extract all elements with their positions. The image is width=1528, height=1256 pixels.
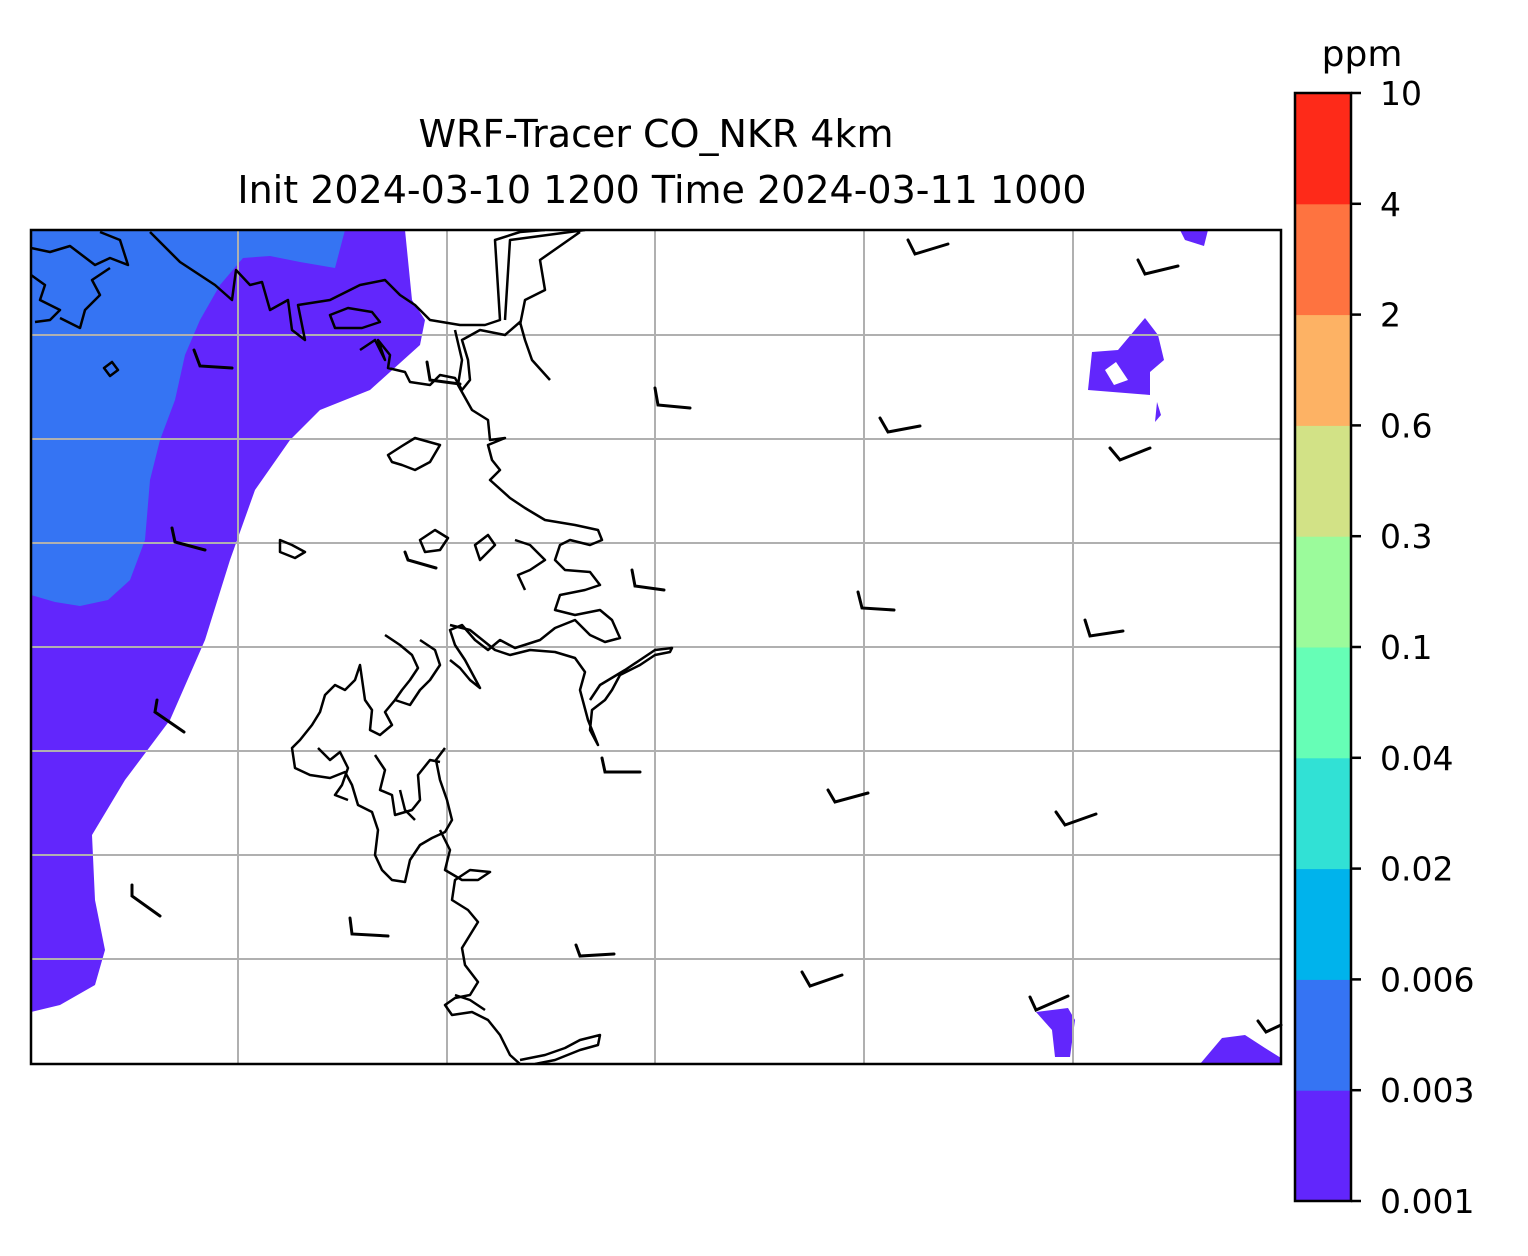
colorbar-bands	[1295, 93, 1351, 1202]
wind-barb	[878, 416, 922, 434]
coastline-river-delta	[359, 320, 622, 690]
wind-barb	[348, 916, 390, 938]
colorbar: ppm 0.001 0.003 0.006 0.02 0.04 0.1 0.3 0.6 2 4 10	[1293, 34, 1474, 1221]
colorbar-tick-label: 0.04	[1380, 739, 1453, 778]
wind-barb	[153, 698, 186, 734]
coastlines	[31, 230, 674, 1064]
contour-fill-purple-se-1	[1036, 1008, 1075, 1057]
wind-barb	[800, 970, 844, 988]
wind-barb	[1028, 994, 1070, 1012]
wind-barb	[1136, 258, 1180, 276]
colorbar-tick-label: 4	[1380, 185, 1401, 224]
colorbar-tick-label: 0.1	[1380, 628, 1432, 667]
colorbar-band	[1295, 1090, 1351, 1202]
contour-layer	[31, 230, 1281, 1064]
coastline-west-coves	[317, 633, 441, 821]
coastline-islet-west	[102, 360, 120, 378]
contour-fill-purple-se-2	[1200, 1035, 1281, 1064]
coastline-island-north	[328, 306, 382, 330]
title-line-2: Init 2024-03-10 1200 Time 2024-03-11 100…	[237, 168, 1086, 212]
colorbar-tick-label: 0.001	[1380, 1182, 1474, 1221]
wind-barb	[1108, 446, 1152, 462]
coastline-inner-bays	[278, 436, 547, 591]
contour-hole	[1105, 362, 1128, 385]
wind-barb	[630, 568, 666, 592]
colorbar-band	[1295, 757, 1351, 870]
colorbar-ticks: 0.001 0.003 0.006 0.02 0.04 0.1 0.3 0.6 2 4 10	[1351, 74, 1474, 1221]
colorbar-band	[1295, 314, 1351, 426]
colorbar-band	[1295, 536, 1351, 648]
colorbar-band	[1295, 425, 1351, 537]
wind-barb	[856, 590, 896, 612]
colorbar-tick-label: 0.003	[1380, 1071, 1474, 1110]
wind-barb	[600, 756, 642, 774]
contour-fill-purple-ne-2	[1088, 318, 1164, 395]
contour-fill-purple-ne-3	[1155, 402, 1161, 422]
coastline-southern-inlets	[438, 829, 602, 1064]
coastline-south-peninsula	[290, 623, 674, 884]
colorbar-tick-label: 10	[1380, 74, 1422, 113]
wind-barb	[425, 360, 462, 386]
colorbar-tick-label: 0.6	[1380, 406, 1432, 445]
wind-barb	[170, 526, 207, 552]
colorbar-band	[1295, 93, 1351, 205]
wind-barb	[130, 883, 162, 918]
colorbar-band	[1295, 868, 1351, 980]
coastline-northwest	[31, 230, 586, 342]
wind-barb	[1054, 810, 1098, 827]
wind-barb	[653, 386, 692, 410]
contour-fill-purple-ne-1	[1180, 230, 1208, 246]
wind-barb	[403, 550, 438, 570]
colorbar-band	[1295, 203, 1351, 316]
wind-barb	[192, 348, 234, 370]
wind-barb	[1083, 618, 1125, 638]
wind-barb	[574, 943, 616, 958]
map-frame	[29, 228, 1283, 1066]
wind-barb	[906, 238, 950, 256]
wind-barb	[826, 788, 870, 804]
gridlines	[31, 230, 1281, 1064]
wind-barbs	[130, 238, 1283, 1034]
colorbar-tick-label: 0.02	[1380, 850, 1453, 889]
contour-fill-blue-west	[31, 230, 345, 606]
colorbar-unit-label: ppm	[1322, 34, 1403, 75]
colorbar-band	[1295, 647, 1351, 759]
colorbar-tick-label: 2	[1380, 296, 1401, 335]
title-line-1: WRF-Tracer CO_NKR 4km	[418, 112, 893, 156]
colorbar-tick-label: 0.3	[1380, 517, 1432, 556]
colorbar-tick-label: 0.006	[1380, 960, 1474, 999]
colorbar-band	[1295, 979, 1351, 1091]
colorbar-frame	[1293, 91, 1353, 1203]
wind-barb	[1256, 1019, 1283, 1034]
map-panel	[29, 228, 1283, 1066]
